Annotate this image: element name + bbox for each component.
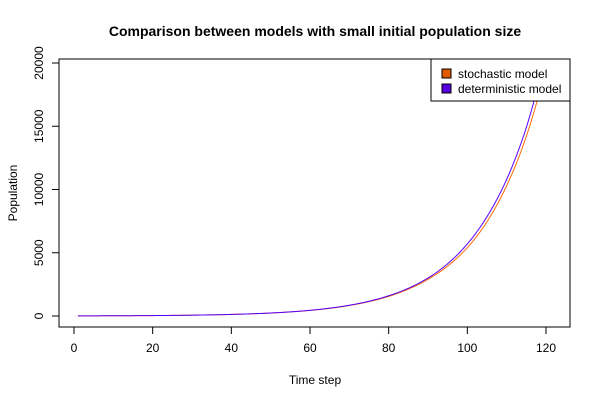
x-tick-label: 0 bbox=[71, 341, 78, 355]
x-axis-label: Time step bbox=[289, 373, 342, 387]
y-axis-label: Population bbox=[6, 165, 20, 222]
legend: stochastic model deterministic model bbox=[430, 58, 571, 102]
x-tick-label: 60 bbox=[303, 341, 317, 355]
plot-frame bbox=[58, 58, 571, 328]
y-tick-label: 15000 bbox=[32, 109, 46, 143]
x-tick-label: 80 bbox=[382, 341, 396, 355]
y-tick-label: 5000 bbox=[32, 239, 46, 266]
series-layer bbox=[77, 66, 547, 317]
y-tick-label: 10000 bbox=[32, 172, 46, 206]
series-line-stochastic bbox=[77, 66, 547, 317]
legend-label-stochastic: stochastic model bbox=[458, 67, 547, 81]
x-axis: 0 20 40 60 80 100 120 bbox=[71, 327, 556, 355]
y-tick-label: 0 bbox=[32, 312, 46, 319]
legend-label-deterministic: deterministic model bbox=[458, 82, 561, 96]
y-axis: 0 5000 10000 15000 20000 bbox=[32, 46, 59, 319]
x-tick-label: 100 bbox=[457, 341, 477, 355]
x-tick-label: 40 bbox=[225, 341, 239, 355]
chart-title: Comparison between models with small ini… bbox=[109, 23, 521, 39]
series-line-deterministic bbox=[77, 69, 543, 317]
legend-box bbox=[430, 58, 571, 102]
legend-swatch-stochastic bbox=[441, 68, 452, 79]
legend-swatch-deterministic bbox=[441, 83, 452, 94]
x-tick-label: 20 bbox=[146, 341, 160, 355]
x-tick-label: 120 bbox=[536, 341, 556, 355]
y-tick-label: 20000 bbox=[32, 46, 46, 80]
